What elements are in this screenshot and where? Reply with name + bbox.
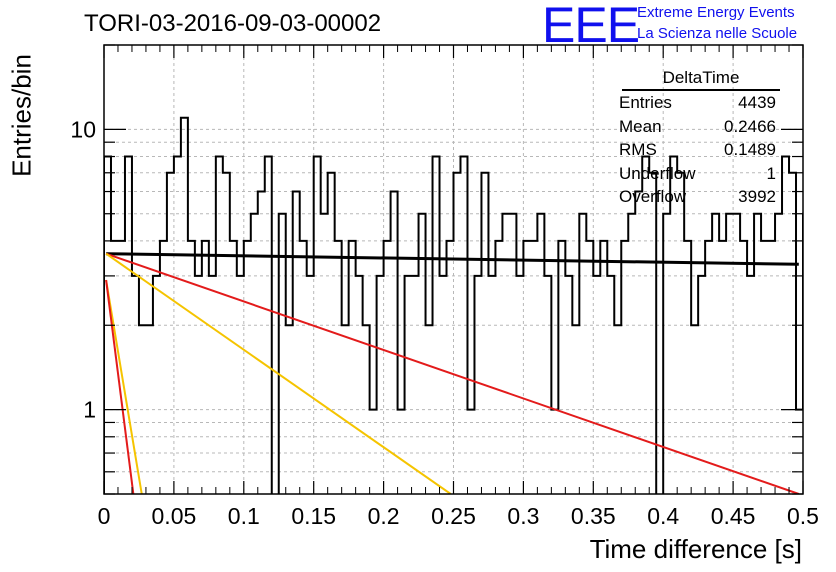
- x-tick-label: 0.35: [571, 503, 616, 529]
- stats-row-overflow: Overflow 3992: [612, 185, 780, 209]
- stats-box: DeltaTime Entries 4439 Mean 0.2466 RMS 0…: [612, 68, 780, 209]
- stats-value: 0.2466: [724, 116, 776, 136]
- stats-value: 3992: [738, 187, 776, 206]
- stats-value: 0.1489: [724, 140, 776, 159]
- logo-mark: EEE: [542, 0, 640, 53]
- stats-value: 1: [766, 163, 776, 183]
- y-tick-label: 10: [70, 116, 96, 142]
- x-axis-label: Time difference [s]: [589, 534, 802, 564]
- x-tick-label: 0.15: [291, 503, 336, 529]
- y-tick-label: 1: [83, 397, 96, 423]
- fit-curve-4: [105, 279, 135, 494]
- stats-label: Underflow: [619, 163, 696, 183]
- stats-label: Mean: [619, 116, 662, 136]
- fit-curve-1: [105, 252, 800, 494]
- stats-row-mean: Mean 0.2466: [612, 115, 780, 139]
- stats-row-underflow: Underflow 1: [612, 162, 780, 186]
- x-tick-label: 0.3: [507, 503, 539, 529]
- x-tick-label: 0.25: [431, 503, 476, 529]
- logo-line-2: La Scienza nelle Scuole: [637, 25, 798, 42]
- x-tick-label: 0.4: [647, 503, 679, 529]
- stats-label: RMS: [619, 140, 657, 159]
- x-tick-label: 0.1: [228, 503, 260, 529]
- stats-value: 4439: [738, 93, 776, 112]
- stats-label: Overflow: [619, 187, 687, 206]
- stats-label: Entries: [619, 93, 672, 112]
- y-axis-label: Entries/bin: [6, 54, 37, 177]
- x-tick-label: 0.45: [711, 503, 756, 529]
- x-tick-label: 0.5: [787, 503, 819, 529]
- fit-curve-3: [105, 279, 143, 494]
- x-tick-label: 0: [98, 503, 111, 529]
- stats-title: DeltaTime: [622, 68, 780, 91]
- fit-curve-0: [106, 252, 799, 266]
- x-tick-label: 0.05: [152, 503, 197, 529]
- logo-line-1: Extreme Energy Events: [637, 4, 795, 21]
- chart-title: TORI-03-2016-09-03-00002: [84, 10, 382, 37]
- stats-row-entries: Entries 4439: [612, 91, 780, 115]
- x-tick-label: 0.2: [368, 503, 400, 529]
- histogram-series: [104, 116, 803, 494]
- fit-curve-2: [105, 252, 452, 494]
- stats-row-rms: RMS 0.1489: [612, 138, 780, 162]
